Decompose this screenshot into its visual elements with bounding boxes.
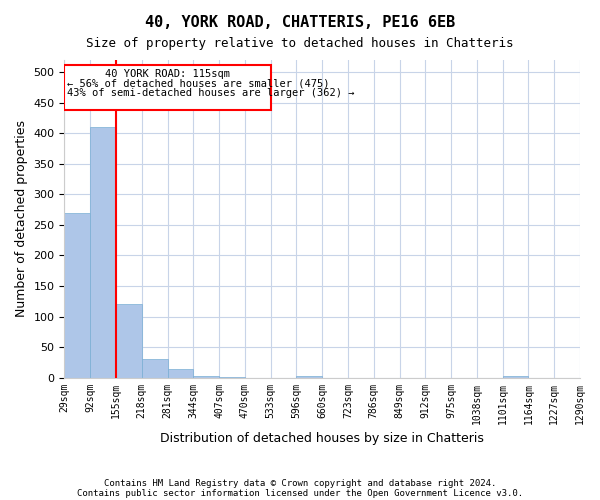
Bar bbox=[167, 368, 193, 378]
Bar bbox=[219, 377, 245, 378]
Bar bbox=[64, 212, 90, 378]
Text: 43% of semi-detached houses are larger (362) →: 43% of semi-detached houses are larger (… bbox=[67, 88, 355, 98]
X-axis label: Distribution of detached houses by size in Chatteris: Distribution of detached houses by size … bbox=[160, 432, 484, 445]
Text: Contains HM Land Registry data © Crown copyright and database right 2024.: Contains HM Land Registry data © Crown c… bbox=[104, 478, 496, 488]
FancyBboxPatch shape bbox=[64, 65, 271, 110]
Text: ← 56% of detached houses are smaller (475): ← 56% of detached houses are smaller (47… bbox=[67, 78, 329, 88]
Bar bbox=[296, 376, 322, 378]
Bar bbox=[116, 304, 142, 378]
Bar bbox=[503, 376, 529, 378]
Bar bbox=[142, 360, 167, 378]
Text: Contains public sector information licensed under the Open Government Licence v3: Contains public sector information licen… bbox=[77, 488, 523, 498]
Text: Size of property relative to detached houses in Chatteris: Size of property relative to detached ho… bbox=[86, 38, 514, 51]
Text: 40, YORK ROAD, CHATTERIS, PE16 6EB: 40, YORK ROAD, CHATTERIS, PE16 6EB bbox=[145, 15, 455, 30]
Bar bbox=[193, 376, 219, 378]
Text: 40 YORK ROAD: 115sqm: 40 YORK ROAD: 115sqm bbox=[105, 68, 230, 78]
Y-axis label: Number of detached properties: Number of detached properties bbox=[15, 120, 28, 318]
Bar bbox=[90, 127, 116, 378]
